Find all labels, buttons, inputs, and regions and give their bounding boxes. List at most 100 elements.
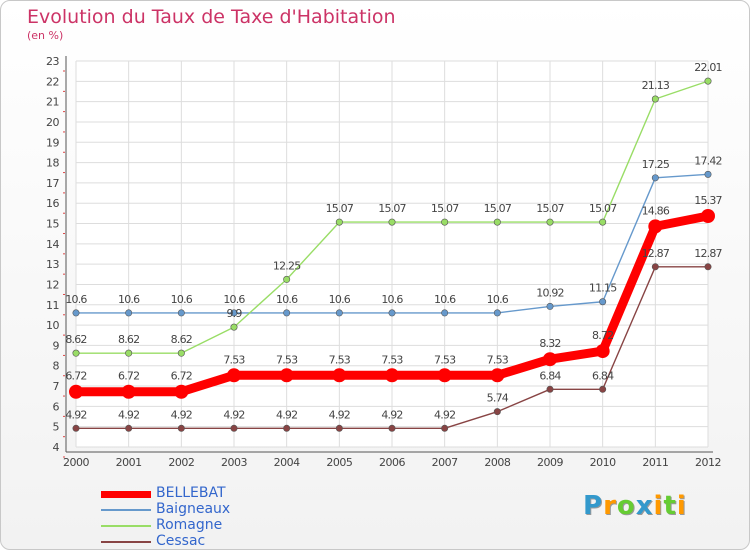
- y-tick-label: 11: [46, 299, 59, 312]
- data-label-cessac: 6.84: [592, 369, 614, 382]
- data-label-romagne: 9.9: [226, 307, 242, 320]
- data-label-romagne: 12.25: [273, 259, 301, 272]
- grid: [75, 60, 709, 448]
- data-label-cessac: 5.74: [487, 392, 509, 405]
- data-label-cessac: 4.92: [276, 408, 297, 421]
- data-point-romagne: [388, 218, 396, 226]
- data-point-romagne: [599, 218, 607, 226]
- data-label-romagne: 15.07: [378, 202, 406, 215]
- data-point-baigneaux: [72, 309, 80, 317]
- data-label-romagne: 22.01: [694, 61, 722, 74]
- y-tick-label: 7: [53, 380, 60, 393]
- data-point-bellebat: [385, 368, 399, 383]
- series-lines: [69, 77, 715, 432]
- y-tick-label: 18: [46, 157, 59, 170]
- data-label-bellebat: 7.53: [487, 353, 509, 366]
- data-point-romagne: [704, 77, 712, 85]
- x-tick-label: 2012: [695, 456, 721, 469]
- y-tick-label: 17: [46, 177, 59, 190]
- data-point-baigneaux: [335, 309, 343, 317]
- data-point-bellebat: [437, 368, 452, 383]
- y-tick-label: 9: [53, 339, 60, 352]
- data-labels: 10.6 10.6 10.6 10.6 10.6 10.6 10.6 10.6 10.6 10.9…: [65, 61, 723, 421]
- data-point-cessac: [493, 408, 501, 416]
- data-label-romagne: 8.62: [118, 333, 139, 346]
- data-point-bellebat: [121, 384, 136, 399]
- data-label-romagne: 15.07: [326, 202, 354, 215]
- x-tick-label: 2003: [221, 456, 247, 469]
- data-label-bellebat: 7.53: [381, 353, 403, 366]
- y-tick-label: 4: [53, 441, 60, 454]
- data-label-romagne: 21.13: [642, 79, 670, 92]
- data-label-baigneaux: 10.6: [487, 293, 509, 306]
- data-label-baigneaux: 10.6: [223, 293, 245, 306]
- y-tick-label: 21: [46, 96, 59, 109]
- data-label-baigneaux: 10.6: [118, 293, 140, 306]
- logo-letter: i: [653, 491, 664, 521]
- data-point-cessac: [125, 424, 133, 432]
- data-label-romagne: 15.07: [589, 202, 617, 215]
- y-tick-label: 23: [46, 55, 59, 68]
- data-point-bellebat: [174, 384, 189, 399]
- data-label-cessac: 4.92: [434, 408, 455, 421]
- data-point-bellebat: [279, 368, 294, 383]
- x-tick-label: 2005: [326, 456, 352, 469]
- data-point-baigneaux: [283, 309, 291, 317]
- x-tick-label: 2011: [642, 456, 668, 469]
- legend-label: BELLEBAT: [156, 485, 226, 501]
- data-point-romagne: [72, 349, 80, 357]
- chart-title: Evolution du Taux de Taxe d'Habitation: [27, 6, 396, 28]
- data-label-romagne: 15.07: [536, 202, 564, 215]
- logo-letter: i: [676, 491, 687, 521]
- legend-swatch: [101, 525, 151, 527]
- legend-label: Romagne: [156, 517, 223, 533]
- y-tick-label: 5: [53, 421, 60, 434]
- data-label-bellebat: 14.86: [642, 204, 670, 217]
- data-point-baigneaux: [441, 309, 449, 317]
- data-point-romagne: [546, 218, 554, 226]
- legend-label: Cessac: [156, 533, 206, 549]
- data-point-bellebat: [543, 352, 557, 367]
- data-label-bellebat: 6.72: [171, 370, 192, 383]
- data-label-baigneaux: 10.6: [381, 293, 403, 306]
- data-point-cessac: [230, 424, 238, 432]
- data-point-romagne: [283, 275, 291, 283]
- data-point-cessac: [335, 424, 343, 432]
- data-point-romagne: [230, 323, 238, 331]
- data-label-romagne: 8.62: [171, 333, 192, 346]
- x-tick-label: 2001: [116, 456, 142, 469]
- data-point-bellebat: [69, 384, 83, 399]
- data-point-bellebat: [332, 368, 347, 383]
- proxiti-logo: Proxiti: [583, 491, 687, 521]
- data-point-cessac: [388, 424, 396, 432]
- data-point-cessac: [441, 424, 449, 432]
- data-label-baigneaux: 10.6: [171, 293, 193, 306]
- data-label-bellebat: 7.53: [329, 353, 351, 366]
- data-point-romagne: [651, 95, 659, 103]
- data-point-bellebat: [227, 368, 241, 383]
- y-tick-label: 12: [46, 278, 59, 291]
- data-label-baigneaux: 11.15: [589, 282, 617, 295]
- y-tick-label: 10: [46, 319, 59, 332]
- logo-letter: t: [663, 491, 677, 521]
- logo-letter: x: [635, 491, 654, 521]
- logo-letter: P: [583, 491, 604, 521]
- data-label-cessac: 4.92: [118, 408, 139, 421]
- data-label-bellebat: 7.53: [434, 353, 456, 366]
- data-label-baigneaux: 17.42: [694, 154, 722, 167]
- data-point-baigneaux: [177, 309, 185, 317]
- data-point-baigneaux: [599, 298, 607, 306]
- logo-letter: r: [603, 491, 617, 521]
- y-tick-label: 14: [46, 238, 59, 251]
- data-point-bellebat: [490, 368, 505, 383]
- x-tick-label: 2010: [590, 456, 616, 469]
- legend-swatch: [101, 509, 151, 511]
- legend-swatch: [101, 541, 151, 543]
- y-tick-label: 20: [46, 116, 59, 129]
- data-point-romagne: [441, 218, 449, 226]
- data-label-cessac: 4.92: [223, 408, 244, 421]
- data-point-cessac: [283, 424, 291, 432]
- data-label-cessac: 4.92: [381, 408, 402, 421]
- data-label-cessac: 12.87: [642, 247, 670, 260]
- data-point-cessac: [651, 263, 659, 271]
